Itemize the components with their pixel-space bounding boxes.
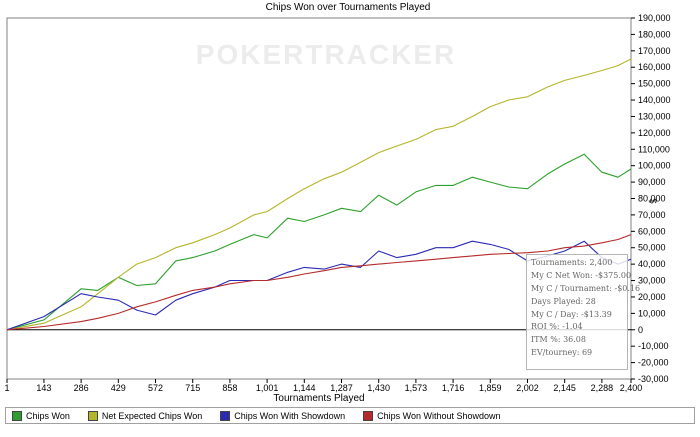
legend-item-without-showdown[interactable]: Chips Won Without Showdown (363, 410, 501, 421)
y-tick-label: -20,000 (638, 358, 669, 368)
x-tick-label: 572 (148, 383, 163, 393)
x-axis: 1 143 286 429 572 715 858 1,001 1,144 1,287 1,430 1… (4, 379, 642, 393)
series-line-net-expected-chips-won (6, 58, 632, 331)
y-tick-label: 120,000 (638, 128, 671, 138)
x-tick-label: 1,287 (330, 383, 353, 393)
y-tick-label: 130,000 (638, 111, 671, 121)
legend-item-net-expected[interactable]: Net Expected Chips Won (87, 410, 203, 421)
x-tick-label: 858 (222, 383, 237, 393)
series-line-chips-won (6, 153, 632, 331)
y-tick-label: 50,000 (638, 243, 666, 253)
y-tick-label: 170,000 (638, 46, 671, 56)
y-tick-label: 190,000 (638, 13, 671, 23)
y-tick-label: 90,000 (638, 177, 666, 187)
watermark-logo: POKERTRACKER (196, 39, 456, 70)
x-axis-label: Tournaments Played (273, 393, 364, 404)
x-tick-label: 143 (36, 383, 51, 393)
x-tick-label: 715 (185, 383, 200, 393)
x-tick-label: 2,400 (620, 383, 643, 393)
y-tick-label: 150,000 (638, 79, 671, 89)
x-tick-label: 1,573 (405, 383, 428, 393)
y-tick-label: 20,000 (638, 292, 666, 302)
legend-item-chips-won[interactable]: Chips Won (12, 410, 70, 421)
y-tick-label: 160,000 (638, 62, 671, 72)
y-tick-label: -10,000 (638, 341, 669, 351)
legend-swatch (363, 410, 374, 421)
legend-swatch (87, 410, 98, 421)
x-tick-label: 2,288 (591, 383, 614, 393)
tooltip-ev: EV/tourney: 69 (531, 348, 593, 358)
x-tick-label: 1 (4, 383, 9, 393)
legend-label: Chips Won (26, 410, 70, 421)
y-axis-label: $ (648, 198, 658, 203)
y-tick-label: -30,000 (638, 374, 669, 384)
x-tick-label: 2,145 (553, 383, 576, 393)
tooltip-roi: ROI %: -1.04 (531, 322, 583, 332)
tooltip-tournaments: Tournaments: 2,400 (531, 258, 613, 267)
x-tick-label: 286 (74, 383, 89, 393)
x-tick-label: 1,859 (479, 383, 502, 393)
y-tick-label: 0 (638, 325, 643, 335)
y-tick-label: 40,000 (638, 259, 666, 269)
tooltip-per-day: My C / Day: -$13.39 (531, 309, 612, 319)
y-tick-label: 10,000 (638, 308, 666, 318)
tooltip-net-won: My C Net Won: -$375.00 (531, 270, 632, 280)
chart-title: Chips Won over Tournaments Played (266, 2, 431, 13)
stats-tooltip: Tournaments: 2,400 My C Net Won: -$375.0… (526, 254, 641, 370)
x-tick-label: 2,002 (516, 383, 539, 393)
y-tick-label: 70,000 (638, 210, 666, 220)
x-tick-label: 429 (111, 383, 126, 393)
legend-label: Net Expected Chips Won (101, 410, 203, 421)
x-tick-label: 1,716 (442, 383, 465, 393)
legend-swatch (12, 410, 22, 421)
y-tick-label: 100,000 (638, 161, 671, 171)
y-tick-label: 80,000 (638, 194, 666, 204)
tooltip-itm: ITM %: 36.08 (531, 335, 586, 345)
x-tick-label: 1,430 (367, 383, 390, 393)
y-tick-label: 140,000 (638, 95, 671, 105)
tooltip-days-played: Days Played: 28 (531, 296, 596, 306)
y-axis: 190,000 180,000 170,000 160,000 150,000 140,0… (631, 13, 671, 384)
legend: Chips Won Net Expected Chips Won Chips W… (5, 407, 695, 424)
y-tick-label: 180,000 (638, 29, 671, 39)
legend-label: Chips Won Without Showdown (377, 410, 501, 421)
x-tick-label: 1,144 (293, 383, 316, 393)
x-tick-label: 1,001 (256, 383, 279, 393)
y-tick-label: 30,000 (638, 276, 666, 286)
legend-label: Chips Won With Showdown (234, 410, 346, 421)
y-tick-label: 110,000 (638, 144, 670, 154)
legend-swatch (220, 410, 231, 421)
series-line-chips-won-without-showdown (6, 234, 632, 331)
tooltip-per-tournament: My C / Tournament: -$0.16 (531, 283, 641, 293)
legend-item-with-showdown[interactable]: Chips Won With Showdown (220, 410, 346, 421)
y-tick-label: 60,000 (638, 226, 666, 236)
